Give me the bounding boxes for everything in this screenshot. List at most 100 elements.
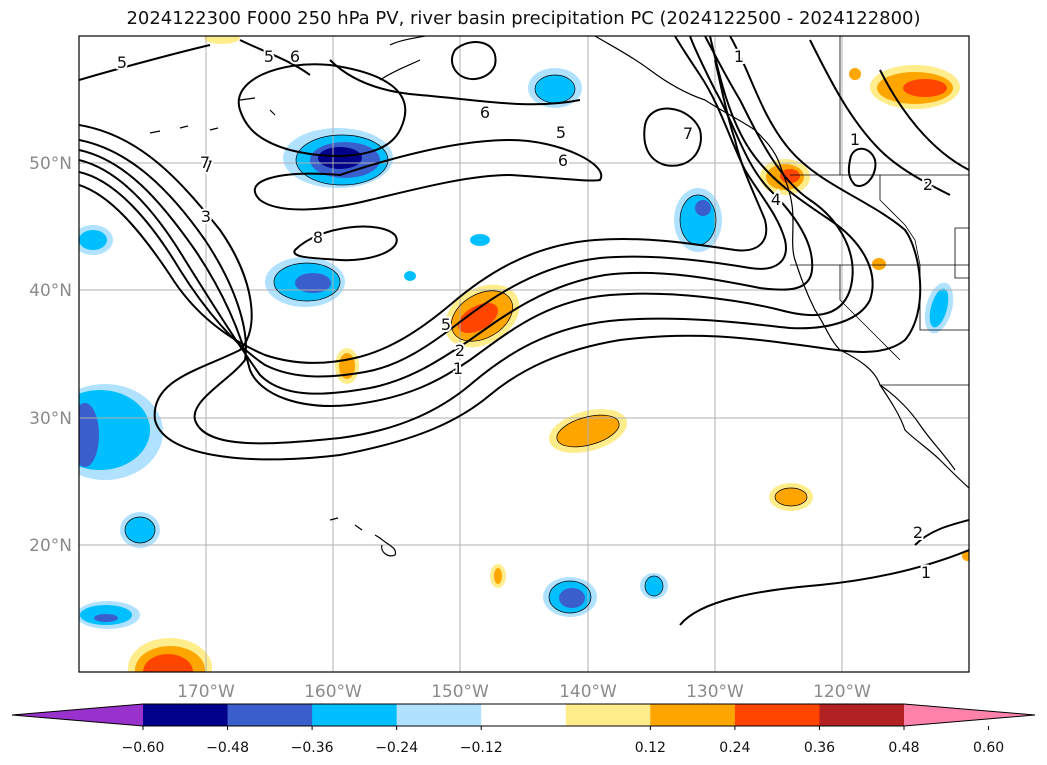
colorbar-extend-low <box>12 704 143 726</box>
lon-label: 170°W <box>177 682 235 702</box>
colorbar-segment <box>819 704 905 726</box>
colorbar: −0.60 −0.48 −0.36 −0.24 −0.12 0.12 0.24 0.36 0.4… <box>11 703 1036 756</box>
shade-blob <box>94 614 118 622</box>
shade-blob <box>962 551 969 561</box>
contour-label: 7 <box>683 124 693 143</box>
colorbar-extend-high <box>904 704 1035 726</box>
shade-blob <box>929 288 949 328</box>
contour-label: 4 <box>771 190 781 209</box>
shade-blob <box>872 258 886 270</box>
contour-label: 7 <box>200 153 210 172</box>
lon-label: 130°W <box>686 682 744 702</box>
contour-label: 5 <box>441 315 451 334</box>
shade-blob <box>79 403 99 467</box>
shade-blob <box>849 68 861 80</box>
coastline-icon <box>149 125 219 134</box>
lat-label: 50°N <box>29 154 72 174</box>
shade-blob <box>695 200 711 216</box>
shade-blob <box>535 75 575 103</box>
pv-contour <box>679 549 969 626</box>
contour-label: 5 <box>117 53 127 72</box>
contour-label: 6 <box>558 151 568 170</box>
shade-outline <box>548 580 592 614</box>
contour-label: 7 <box>203 157 213 176</box>
colorbar-segment <box>227 704 313 726</box>
shade-outline <box>451 290 513 342</box>
colorbar-segment <box>565 704 651 726</box>
border-icon <box>879 175 921 266</box>
shade-blob <box>318 147 362 169</box>
contour-label: 1 <box>453 359 463 378</box>
pv-contour <box>329 59 581 106</box>
shade-blob <box>143 654 193 672</box>
colorbar-segment <box>396 704 482 726</box>
shade-blob <box>295 273 331 293</box>
contour-label: 5 <box>556 123 566 142</box>
lon-label: 160°W <box>304 682 362 702</box>
pv-contour <box>79 36 874 445</box>
colorbar-tick-label: −0.12 <box>460 740 503 756</box>
colorbar-tick-label: 0.36 <box>804 740 835 756</box>
colorbar-tick-label: −0.24 <box>375 740 418 756</box>
pv-contour <box>847 147 877 187</box>
shade-outline <box>273 262 341 302</box>
shade-blob <box>494 568 502 584</box>
pv-contour <box>79 39 311 81</box>
shade-blob <box>775 488 807 506</box>
contour-label: 5 <box>264 47 274 66</box>
border-icon <box>954 227 969 279</box>
colorbar-tick-label: −0.60 <box>122 740 165 756</box>
shade-outline <box>774 487 808 507</box>
shade-blob <box>470 234 490 246</box>
coastline-icon <box>329 517 397 557</box>
pv-contour <box>451 41 497 80</box>
shade-outline <box>556 414 620 448</box>
longitude-labels: 170°W 160°W 150°W 140°W 130°W 120°W <box>177 682 871 702</box>
colorbar-segment <box>650 704 736 726</box>
pv-contour <box>79 36 854 407</box>
shade-blob <box>559 588 585 608</box>
latitude-labels: 50°N 40°N 30°N 20°N <box>29 154 72 556</box>
pv-contour <box>293 225 398 262</box>
lon-label: 140°W <box>559 682 617 702</box>
pv-contours <box>79 36 969 626</box>
colorbar-segment <box>734 704 820 726</box>
shade-blob <box>79 390 150 470</box>
pv-contour <box>79 59 768 364</box>
coastline-icon <box>594 36 969 489</box>
colorbar-tick-label: 0.48 <box>888 740 919 756</box>
contour-label: 2 <box>455 341 465 360</box>
gridlines <box>79 36 969 672</box>
shade-blob <box>204 36 240 44</box>
pv-contour <box>914 519 969 546</box>
pv-contour <box>79 36 922 461</box>
lat-label: 30°N <box>29 409 72 429</box>
border-icon <box>919 265 969 331</box>
shade-blob <box>79 230 107 250</box>
lat-label: 20°N <box>29 536 72 556</box>
lon-label: 150°W <box>431 682 489 702</box>
colorbar-segment <box>481 704 567 726</box>
shade-outline <box>124 516 156 544</box>
border-icon <box>839 265 901 361</box>
coastline-icon <box>239 97 276 116</box>
pv-contour <box>809 39 951 196</box>
lat-label: 40°N <box>29 281 72 301</box>
lon-label: 120°W <box>813 682 871 702</box>
coastlines <box>149 36 969 557</box>
colorbar-tick-label: −0.36 <box>291 740 334 756</box>
figure-title: 2024122300 F000 250 hPa PV, river basin … <box>126 8 921 29</box>
pv-contour <box>643 107 702 167</box>
contour-label: 1 <box>850 130 860 149</box>
coastline-icon <box>879 384 956 471</box>
colorbar-segment <box>312 704 398 726</box>
pv-contour <box>237 63 407 157</box>
colorbar-tick-label: 0.60 <box>973 740 1004 756</box>
shade-blob <box>645 576 663 596</box>
contour-label: 4 <box>771 190 781 209</box>
shade-blob <box>404 271 416 281</box>
map-background <box>79 36 969 672</box>
colorbar-tick-label: −0.48 <box>206 740 249 756</box>
